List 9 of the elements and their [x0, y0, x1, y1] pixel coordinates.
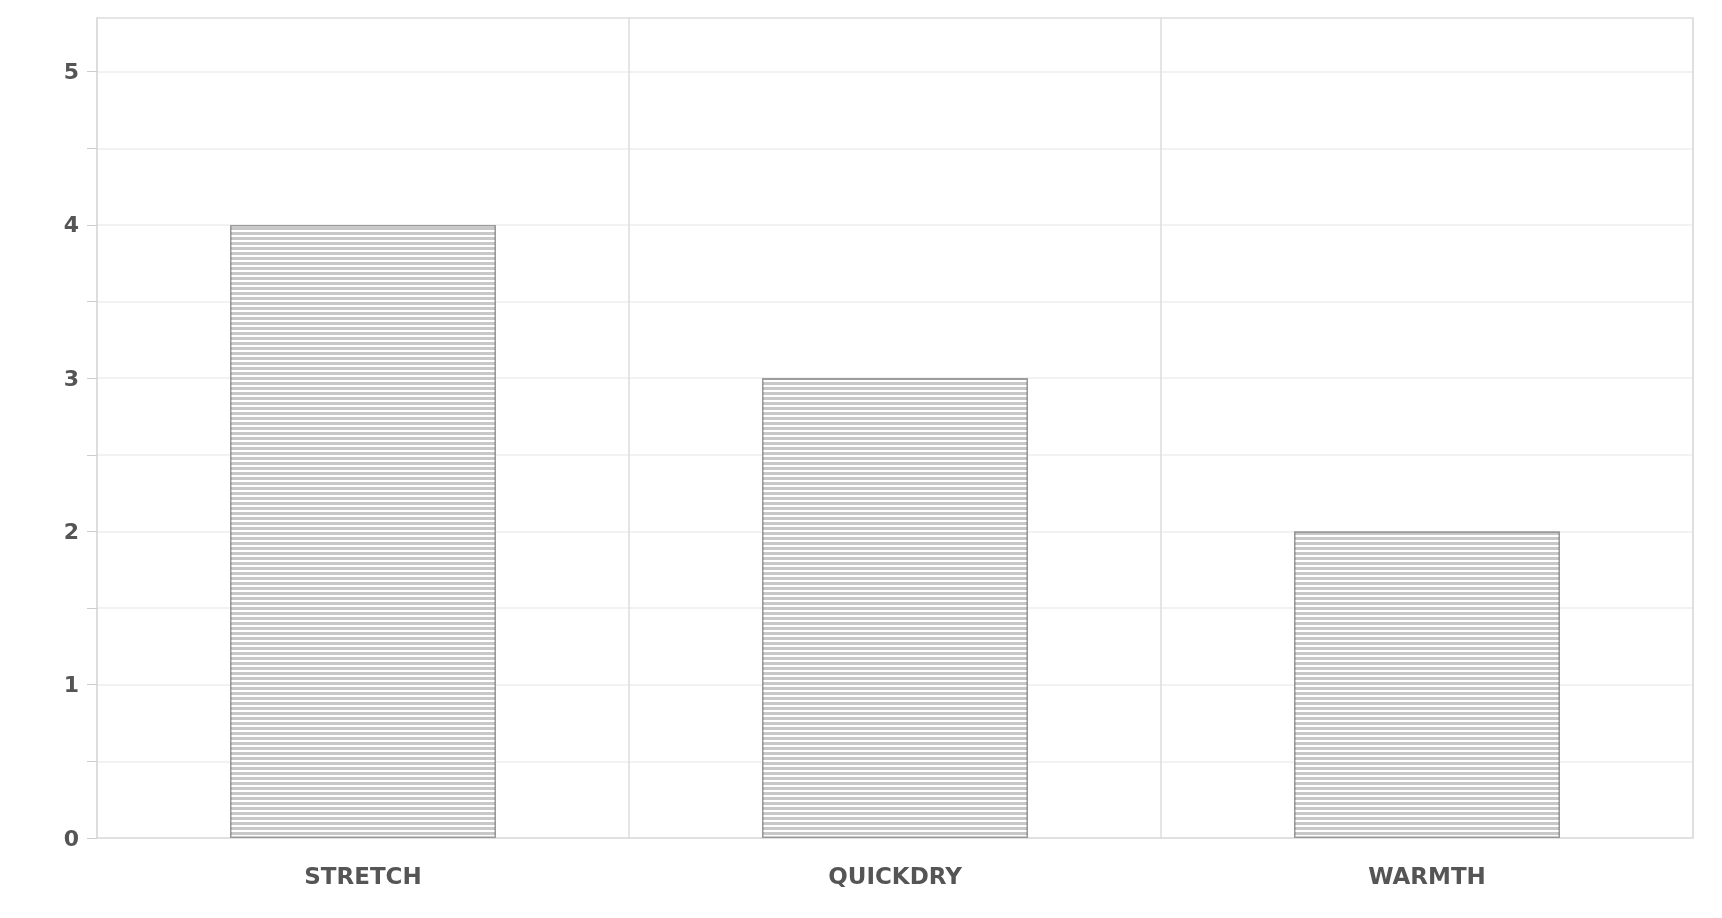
x-tick-label: QUICKDRY: [828, 862, 963, 889]
x-tick-label: WARMTH: [1368, 862, 1486, 889]
y-tick-label: 4: [63, 212, 79, 238]
y-tick-label: 5: [63, 59, 79, 85]
y-tick-label: 3: [63, 365, 79, 391]
x-tick-label: STRETCH: [304, 862, 422, 889]
y-tick-label: 2: [63, 518, 79, 544]
y-tick-label: 1: [63, 672, 79, 698]
y-tick-label: 0: [63, 825, 79, 851]
